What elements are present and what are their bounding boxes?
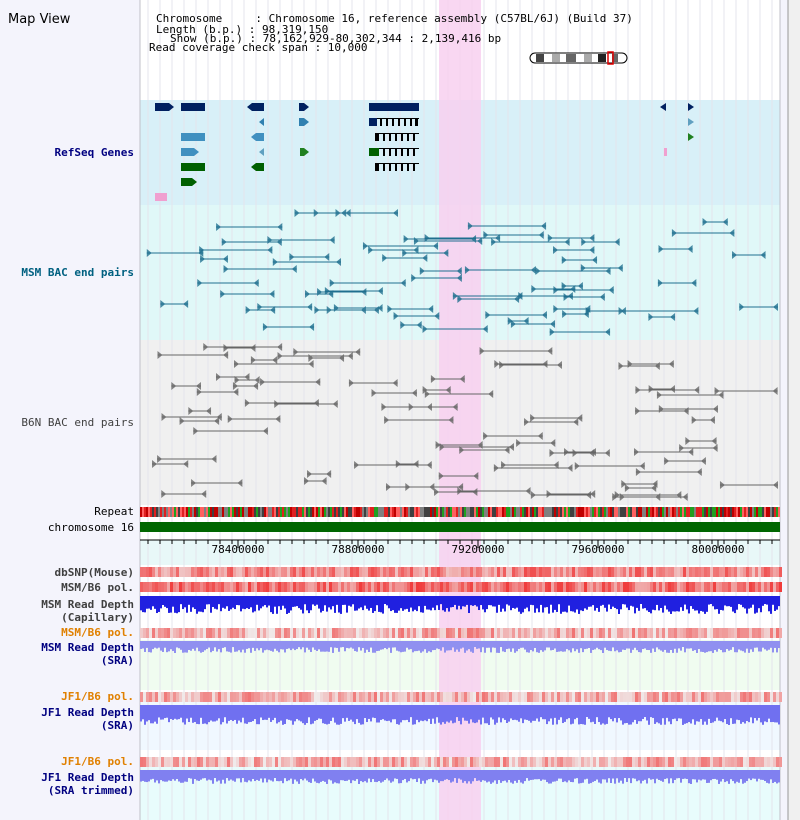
label-b6n-bac: B6N BAC end pairs [21, 416, 134, 429]
header-show: Show (b.p.) : 78,162,929-80,302,344 : 2,… [170, 32, 501, 45]
tick-label-3: 79200000 [452, 543, 505, 556]
selection-highlight[interactable] [439, 0, 481, 820]
b6n-bac-pairs[interactable] [152, 343, 778, 501]
msm-b6-pol-heat-track-1 [140, 582, 782, 592]
label-msm-bac: MSM BAC end pairs [21, 266, 134, 279]
jf1-b6-pol-heat-track-1 [140, 692, 782, 702]
repeat-track [140, 507, 780, 517]
label-msm-b6-pol-1: MSM/B6 pol. [61, 581, 134, 594]
label-msm-depth-sra-2: (SRA) [101, 654, 134, 667]
tick-label-1: 78400000 [212, 543, 265, 556]
msm-b6-pol-heat-track-2 [140, 628, 782, 638]
label-refseq-genes: RefSeq Genes [55, 146, 134, 159]
refseq-genes[interactable] [155, 103, 694, 201]
label-jf1-depth-sra-1: JF1 Read Depth [41, 706, 134, 719]
tick-label-4: 79600000 [572, 543, 625, 556]
tick-label-5: 80000000 [692, 543, 745, 556]
jf1-read-depth-sra [140, 705, 780, 725]
dbsnp-heat-track [140, 567, 782, 577]
header-coverage: Read coverage check span : 10,000 [149, 41, 368, 54]
label-jf1-b6-pol-1: JF1/B6 pol. [61, 690, 134, 703]
chromosome-bar [140, 522, 780, 532]
msm-read-depth-capillary [140, 596, 780, 614]
label-repeat: Repeat [94, 505, 134, 518]
label-jf1-depth-trim-1: JF1 Read Depth [41, 771, 134, 784]
tick-label-2: 78800000 [332, 543, 385, 556]
header-chromosome: Chromosome : Chromosome 16, reference as… [156, 12, 633, 25]
label-chromosome: chromosome 16 [48, 521, 134, 534]
msm-read-depth-sra [140, 641, 780, 653]
vertical-scrollbar[interactable] [788, 0, 800, 820]
label-jf1-b6-pol-2: JF1/B6 pol. [61, 755, 134, 768]
position-axis [140, 539, 780, 548]
view-title: Map View [8, 12, 71, 27]
label-msm-depth-cap-2: (Capillary) [61, 611, 134, 624]
label-jf1-depth-trim-2: (SRA trimmed) [48, 784, 134, 797]
gridlines [139, 0, 781, 820]
chromosome-ideogram[interactable] [529, 51, 628, 65]
label-msm-depth-sra-1: MSM Read Depth [41, 641, 134, 654]
label-jf1-depth-sra-2: (SRA) [101, 719, 134, 732]
label-msm-b6-pol-2: MSM/B6 pol. [61, 626, 134, 639]
jf1-read-depth-trimmed [140, 770, 780, 784]
label-msm-depth-cap-1: MSM Read Depth [41, 598, 134, 611]
msm-bac-pairs[interactable] [146, 209, 778, 336]
jf1-b6-pol-heat-track-2 [140, 757, 782, 767]
header-length: Length (b.p.) : 98,319,150 [156, 23, 328, 36]
label-dbsnp: dbSNP(Mouse) [55, 566, 134, 579]
